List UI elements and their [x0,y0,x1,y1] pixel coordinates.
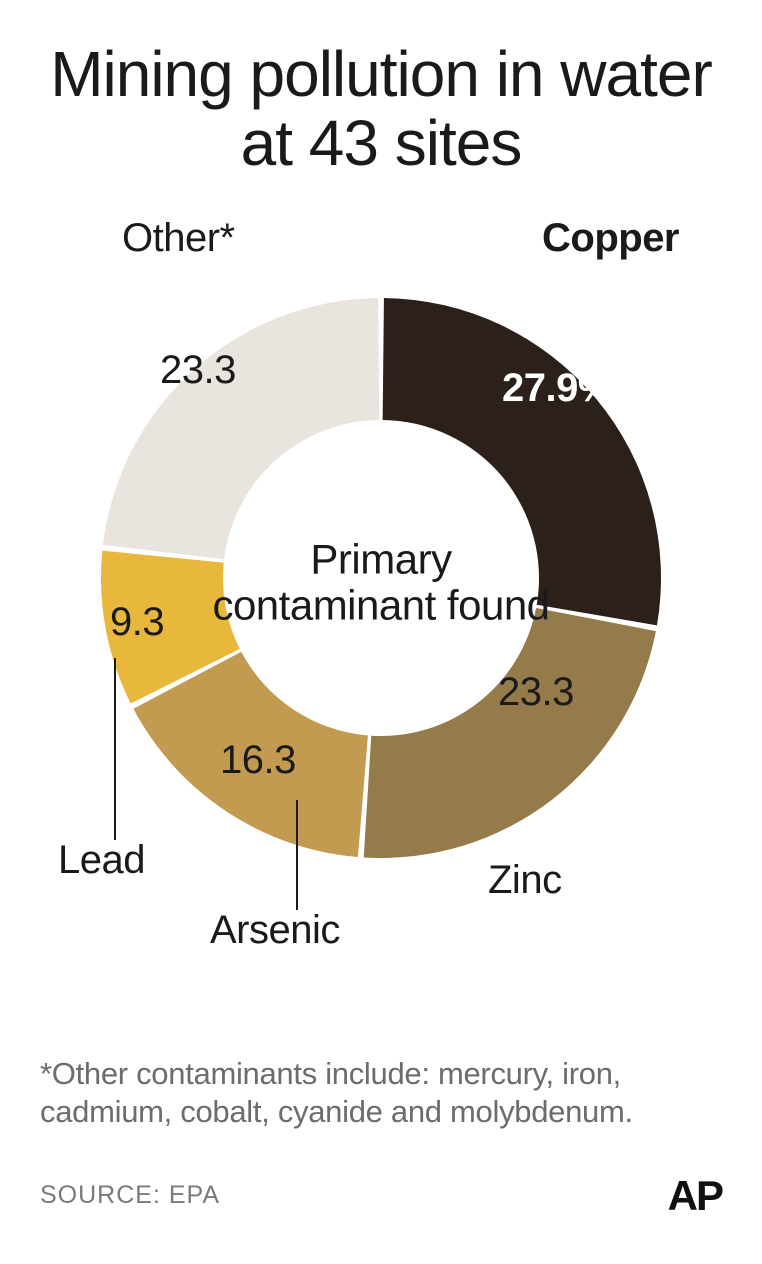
segment-label-lead: Lead [58,838,145,883]
donut-chart: Primary contaminant found Copper 27.9% Zin… [40,218,722,958]
segment-label-other: Other* [122,216,235,261]
segment-value-lead: 9.3 [110,600,164,645]
segment-value-copper: 27.9% [502,366,613,411]
segment-value-arsenic: 16.3 [220,738,296,783]
donut-segment-zinc [364,608,656,858]
segment-value-zinc: 23.3 [498,670,574,715]
donut-center-label: Primary contaminant found [211,536,552,628]
segment-label-arsenic: Arsenic [210,908,340,953]
footnote: *Other contaminants include: mercury, ir… [40,1055,722,1133]
source-line: SOURCE: EPA [40,1181,220,1210]
segment-value-other: 23.3 [160,348,236,393]
segment-label-zinc: Zinc [488,858,562,903]
segment-label-copper: Copper [542,216,679,261]
chart-title: Mining pollution in water at 43 sites [40,40,722,178]
ap-logo: AP [668,1172,722,1220]
donut-segment-other [103,298,379,559]
